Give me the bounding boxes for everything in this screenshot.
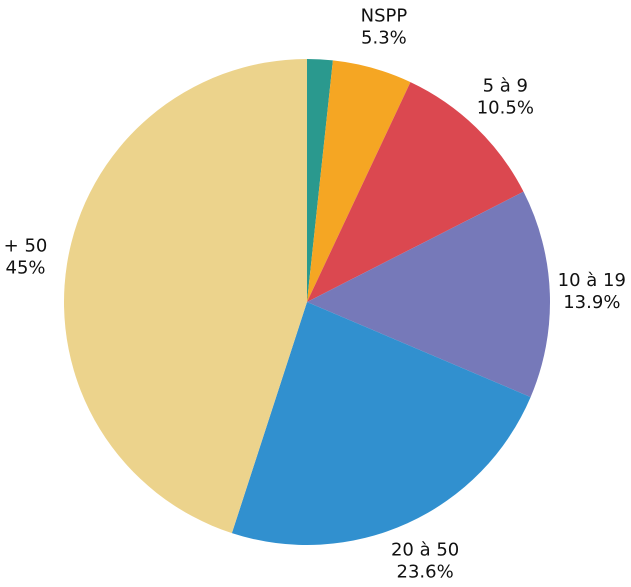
slice-value-label: 45% xyxy=(6,257,46,278)
slice-label: NSPP xyxy=(361,6,408,27)
pie-slice xyxy=(307,82,524,302)
slice-value-label: 10.5% xyxy=(477,97,534,118)
pie-slice xyxy=(307,191,550,398)
pie-slice xyxy=(307,59,333,302)
slice-value-label: 13.9% xyxy=(563,292,620,313)
slice-value-label: 5.3% xyxy=(361,28,407,49)
slice-label: + 50 xyxy=(4,235,48,256)
slice-label: 20 à 50 xyxy=(391,539,459,560)
slice-label: 5 à 9 xyxy=(483,75,528,96)
pie-slice xyxy=(231,302,531,545)
pie-slice xyxy=(307,60,411,303)
pie-slice xyxy=(64,59,308,534)
slice-value-label: 23.6% xyxy=(397,561,454,582)
slice-label: 10 à 19 xyxy=(558,270,626,291)
